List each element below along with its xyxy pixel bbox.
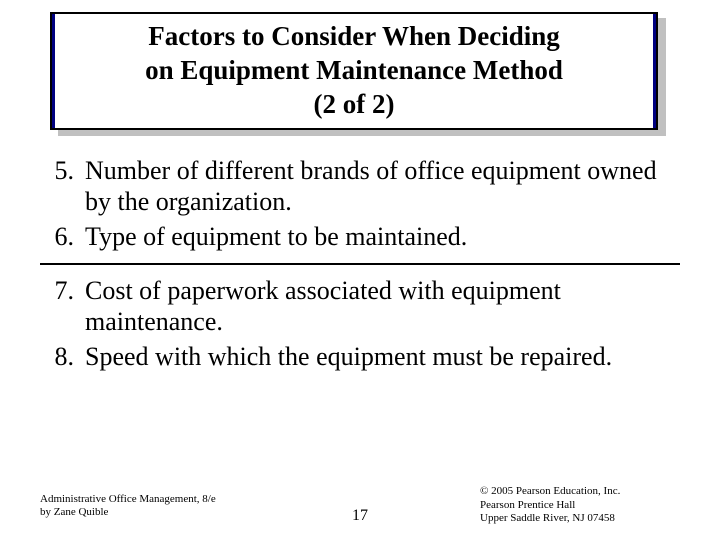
title-inner: Factors to Consider When Deciding on Equ… <box>55 14 653 128</box>
item-number: 6. <box>40 221 74 252</box>
list-item: 5. Number of different brands of office … <box>40 155 680 217</box>
title-box: Factors to Consider When Deciding on Equ… <box>50 12 658 130</box>
footer-right-line3: Upper Saddle River, NJ 07458 <box>480 512 615 524</box>
title-line-3: (2 of 2) <box>314 89 395 119</box>
title-line-2: on Equipment Maintenance Method <box>145 55 563 85</box>
item-number: 8. <box>40 341 74 372</box>
list-item: 8. Speed with which the equipment must b… <box>40 341 680 372</box>
item-text: Speed with which the equipment must be r… <box>85 342 612 371</box>
item-number: 7. <box>40 275 74 306</box>
list-group-1: 5. Number of different brands of office … <box>40 155 680 253</box>
list-item: 7. Cost of paperwork associated with equ… <box>40 275 680 337</box>
footer-right-line2: Pearson Prentice Hall <box>480 499 575 511</box>
slide: Factors to Consider When Deciding on Equ… <box>0 0 720 540</box>
item-text: Number of different brands of office equ… <box>85 156 657 216</box>
divider-line <box>40 263 680 265</box>
list-group-2: 7. Cost of paperwork associated with equ… <box>40 275 680 373</box>
footer-left-line1: Administrative Office Management, 8/e <box>40 493 216 505</box>
item-text: Cost of paperwork associated with equipm… <box>85 276 561 336</box>
footer-right: © 2005 Pearson Education, Inc. Pearson P… <box>480 485 680 526</box>
item-text: Type of equipment to be maintained. <box>85 222 467 251</box>
slide-body: 5. Number of different brands of office … <box>40 155 680 376</box>
item-number: 5. <box>40 155 74 186</box>
list-item: 6. Type of equipment to be maintained. <box>40 221 680 252</box>
slide-title: Factors to Consider When Deciding on Equ… <box>55 14 653 127</box>
footer-right-line1: © 2005 Pearson Education, Inc. <box>480 485 620 497</box>
title-line-1: Factors to Consider When Deciding <box>148 21 560 51</box>
